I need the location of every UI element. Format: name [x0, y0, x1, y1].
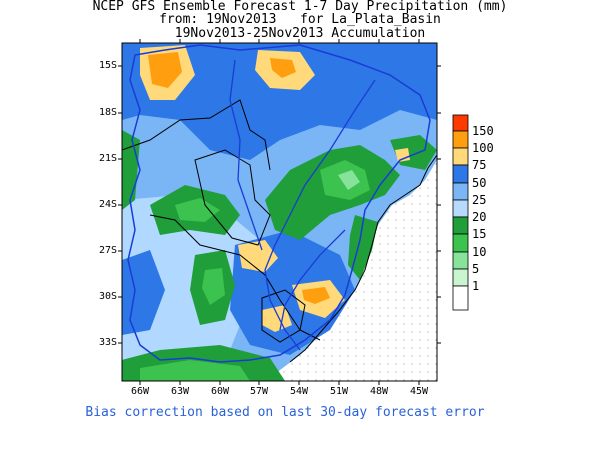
- precip-10-central: [175, 198, 220, 222]
- basin-outline: [127, 44, 431, 363]
- precip-100-south: [302, 287, 330, 304]
- map-subtitle-accumulation: 19Nov2013-25Nov2013 Accumulation: [174, 26, 426, 41]
- legend-label-1: 1: [472, 279, 480, 293]
- lat-label-15s: 15S: [98, 60, 117, 71]
- lon-label-45w: 45W: [409, 386, 429, 397]
- precip-100-north-center: [270, 58, 296, 78]
- legend-label-100: 100: [472, 141, 494, 155]
- country-border-paraguay: [194, 149, 271, 246]
- legend-label-50: 50: [472, 176, 487, 190]
- river-paraguay: [229, 59, 263, 251]
- legend-label-150: 150: [472, 124, 494, 138]
- lon-label-57w: 57W: [249, 386, 269, 397]
- lon-ticks: [139, 39, 420, 385]
- ocean-dots: [270, 160, 437, 381]
- legend-box-9: [452, 268, 469, 287]
- lon-label-66w: 66W: [130, 386, 150, 397]
- lon-label-60w: 60W: [210, 386, 230, 397]
- legend-box-0: [452, 114, 469, 132]
- precip-75-south-2: [262, 305, 292, 332]
- precip-15-west-edge: [122, 130, 140, 210]
- precip-50-area-west: [122, 250, 165, 335]
- lon-label-63w: 63W: [170, 386, 190, 397]
- legend-box-2: [452, 147, 469, 166]
- map-frame: [121, 42, 438, 382]
- legend-box-8: [452, 251, 469, 270]
- lat-label-21s: 21S: [98, 153, 117, 164]
- legend-label-25: 25: [472, 193, 487, 207]
- lat-label-33s: 33S: [98, 337, 117, 348]
- bias-correction-note: Bias correction based on last 30-day for…: [85, 405, 485, 420]
- lat-label-18s: 18S: [98, 107, 117, 118]
- precip-100-north-west: [148, 52, 182, 88]
- lat-ticks: [118, 65, 441, 344]
- lon-label-51w: 51W: [329, 386, 349, 397]
- precip-50-area-north: [122, 43, 437, 160]
- lon-label-54w: 54W: [289, 386, 309, 397]
- legend-label-5: 5: [472, 262, 480, 276]
- coastline: [289, 154, 437, 363]
- country-border-uruguay: [261, 289, 306, 343]
- legend-label-15: 15: [472, 227, 487, 241]
- map-subtitle-date: from: 19Nov2013 for La_Plata_Basin: [159, 12, 441, 27]
- legend-box-7: [452, 233, 469, 253]
- precip-5-east-core: [338, 170, 360, 190]
- precip-75-northeast: [395, 148, 410, 162]
- river-uruguay: [279, 229, 346, 331]
- lat-label-24s: 24S: [98, 199, 117, 210]
- legend-label-10: 10: [472, 245, 487, 259]
- legend-box-5: [452, 199, 469, 218]
- legend-box-1: [452, 130, 469, 149]
- precip-10-southwest: [202, 268, 225, 305]
- legend-box-3: [452, 164, 469, 184]
- lat-label-30s: 30S: [98, 291, 117, 302]
- precip-10-south: [140, 360, 250, 381]
- legend-box-6: [452, 216, 469, 235]
- lon-label-48w: 48W: [369, 386, 389, 397]
- legend-label-20: 20: [472, 210, 487, 224]
- legend-box-4: [452, 182, 469, 201]
- country-border-bolivia: [122, 99, 271, 171]
- map-title: NCEP GFS Ensemble Forecast 1-7 Day Preci…: [92, 0, 508, 14]
- color-legend: [452, 114, 469, 311]
- lat-label-27s: 27S: [98, 245, 117, 256]
- precip-15-coast: [348, 215, 378, 280]
- legend-label-75: 75: [472, 158, 487, 172]
- legend-box-10: [452, 285, 469, 311]
- river-parana: [264, 79, 376, 351]
- country-border-argentina: [149, 214, 321, 341]
